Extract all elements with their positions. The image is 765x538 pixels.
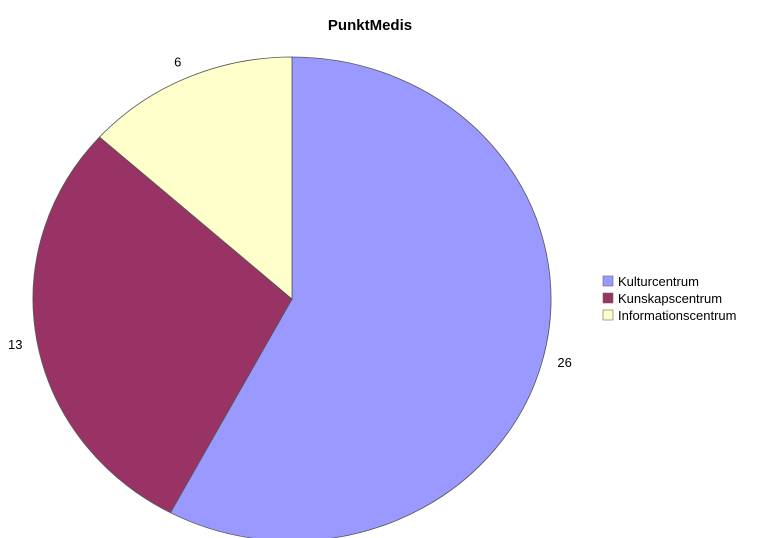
legend-label-kulturcentrum: Kulturcentrum	[618, 274, 699, 289]
slice-labels: 26 13 6	[8, 54, 572, 369]
legend-swatch-informationscentrum	[602, 309, 614, 321]
pie-slice-informationscentrum	[98, 56, 293, 300]
slice-label-kulturcentrum: 26	[557, 355, 571, 370]
legend-swatch-kunskapscentrum	[602, 292, 614, 304]
legend-label-kunskapscentrum: Kunskapscentrum	[618, 291, 722, 306]
pie-slices	[32, 56, 552, 538]
legend: Kulturcentrum Kunskapscentrum Informations…	[602, 274, 737, 323]
slice-label-informationscentrum: 6	[174, 54, 181, 69]
legend-swatch-kulturcentrum	[602, 275, 614, 287]
legend-label-informationscentrum: Informationscentrum	[618, 308, 737, 323]
pie-slice-kunskapscentrum	[32, 136, 293, 514]
pie-slice-kulturcentrum	[169, 56, 552, 538]
slice-label-kunskapscentrum: 13	[8, 337, 22, 352]
chart-title: PunktMedis	[328, 17, 412, 34]
